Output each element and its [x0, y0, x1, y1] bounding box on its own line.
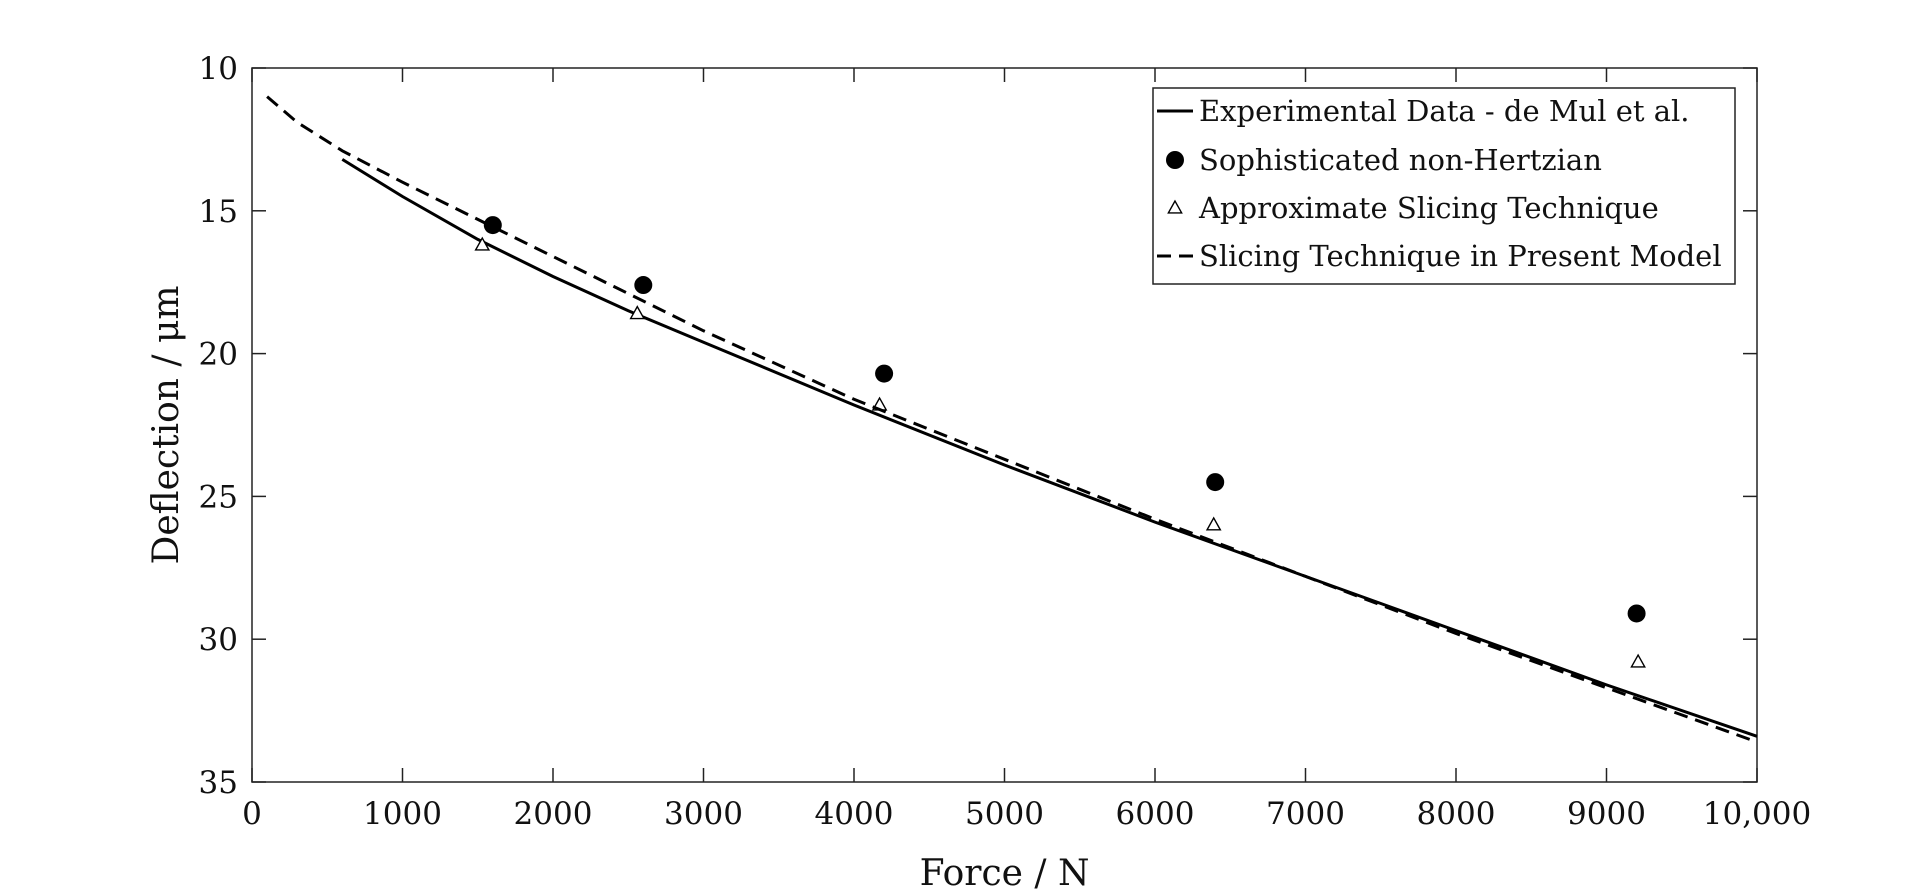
x-tick-label: 2000 — [514, 796, 593, 832]
series-line-present-model — [266, 95, 1758, 744]
x-tick-label: 4000 — [815, 796, 894, 832]
data-point-non-hertzian — [1627, 604, 1646, 623]
y-tick-label: 10 — [199, 51, 238, 87]
legend-marker-circle — [1166, 151, 1184, 169]
x-tick-label: 0 — [242, 796, 262, 832]
x-tick-label: 10,000 — [1703, 796, 1811, 832]
legend-label: Experimental Data - de Mul et al. — [1199, 94, 1690, 128]
y-tick-label: 30 — [199, 622, 238, 658]
y-axis-title: Deflection / μm — [146, 285, 187, 564]
legend-label: Approximate Slicing Technique — [1198, 191, 1659, 225]
data-point-approx-slicing — [629, 305, 646, 320]
data-point-non-hertzian — [634, 276, 653, 295]
legend: Experimental Data - de Mul et al. Sophist… — [1152, 87, 1736, 285]
y-tick-label: 25 — [199, 479, 238, 515]
series-layer — [266, 95, 1758, 744]
x-axis-ticks: 0 1000 2000 3000 4000 5000 6000 7000 8000 9000 10,… — [242, 68, 1811, 832]
series-line-experimental — [341, 158, 1758, 738]
y-axis-ticks: 10 15 20 25 30 35 — [199, 51, 1757, 801]
data-point-approx-slicing — [474, 236, 491, 251]
data-point-non-hertzian — [1206, 473, 1225, 492]
legend-box — [1152, 87, 1736, 285]
x-tick-label: 3000 — [664, 796, 743, 832]
x-tick-label: 7000 — [1266, 796, 1345, 832]
data-point-approx-slicing — [1205, 516, 1222, 531]
x-tick-label: 9000 — [1567, 796, 1646, 832]
legend-label: Slicing Technique in Present Model — [1199, 239, 1722, 273]
x-axis-title: Force / N — [920, 853, 1090, 894]
legend-label: Sophisticated non-Hertzian — [1199, 143, 1602, 177]
legend-marker-triangle — [1167, 199, 1183, 214]
x-tick-label: 6000 — [1116, 796, 1195, 832]
data-point-approx-slicing — [1630, 653, 1646, 668]
x-tick-label: 8000 — [1417, 796, 1496, 832]
x-tick-label: 5000 — [965, 796, 1044, 832]
y-tick-label: 35 — [199, 765, 238, 801]
x-tick-label: 1000 — [363, 796, 442, 832]
y-tick-label: 20 — [199, 337, 238, 373]
data-point-non-hertzian — [875, 364, 894, 383]
y-tick-label: 15 — [199, 194, 238, 230]
